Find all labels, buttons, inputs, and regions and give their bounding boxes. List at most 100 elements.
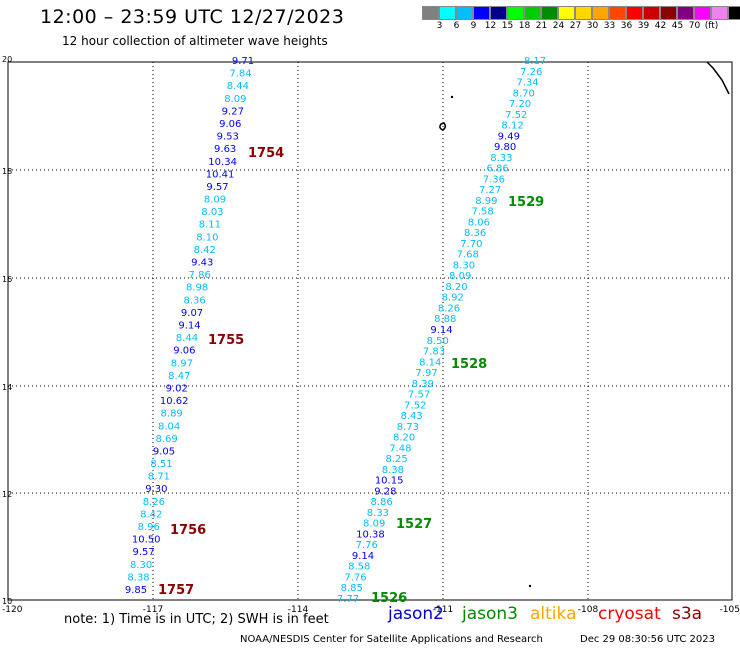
legend-swatch <box>728 6 740 20</box>
latitude-tick-label: 10 <box>2 597 12 606</box>
wave-height-value: 8.98 <box>186 283 208 294</box>
wave-height-value: 7.26 <box>520 67 542 78</box>
wave-height-value: 6.86 <box>486 164 508 175</box>
wave-height-value: 8.43 <box>400 411 422 422</box>
legend-swatch <box>711 6 728 20</box>
wave-height-value: 7.84 <box>229 69 251 80</box>
generated-date: Dec 29 08:30:56 UTC 2023 <box>580 634 715 645</box>
wave-height-value: 8.85 <box>341 583 363 594</box>
wave-height-value: 9.05 <box>153 446 175 457</box>
wave-height-value: 8.89 <box>161 409 183 420</box>
pass-time-label: 1528 <box>451 357 487 372</box>
pass-time-label: 1526 <box>371 591 407 606</box>
legend-swatch <box>490 6 507 20</box>
wave-height-value: 10.41 <box>206 169 235 180</box>
wave-height-value: 9.14 <box>430 325 452 336</box>
wave-height-value: 8.69 <box>155 434 177 445</box>
footer-note: note: 1) Time is in UTC; 2) SWH is in fe… <box>64 612 329 627</box>
wave-height-value: 8.38 <box>127 572 149 583</box>
satellite-name: cryosat <box>598 604 661 624</box>
wave-height-value: 9.06 <box>173 346 195 357</box>
legend-swatch <box>575 6 592 20</box>
wave-height-value: 7.58 <box>472 207 494 218</box>
color-legend <box>422 6 740 20</box>
wave-height-value: 8.20 <box>393 433 415 444</box>
island <box>439 122 447 131</box>
wave-height-value: 8.73 <box>397 422 419 433</box>
wave-height-value: 8.06 <box>468 217 490 228</box>
wave-height-value: 9.28 <box>374 486 396 497</box>
legend-swatch <box>609 6 626 20</box>
legend-label: 42 <box>654 21 667 31</box>
longitude-tick-label: -108 <box>578 605 599 615</box>
legend-label: 36 <box>620 21 633 31</box>
wave-height-value: 7.83 <box>423 347 445 358</box>
wave-height-value: 8.14 <box>419 357 441 368</box>
wave-height-value: 8.44 <box>176 333 198 344</box>
legend-swatch <box>439 6 456 20</box>
satellite-name: jason2 <box>388 604 444 624</box>
satellite-name: altika <box>530 604 577 624</box>
pass-time-label: 1529 <box>508 195 544 210</box>
wave-height-value: 8.12 <box>501 121 523 132</box>
longitude-tick-label: -117 <box>143 605 163 615</box>
wave-height-value: 7.52 <box>505 110 527 121</box>
legend-swatch <box>626 6 643 20</box>
legend-label: 18 <box>518 21 531 31</box>
wave-height-value: 8.09 <box>224 94 246 105</box>
wave-height-value: 8.33 <box>367 508 389 519</box>
wave-height-value: 9.07 <box>181 308 203 319</box>
wave-height-value: 9.57 <box>206 182 228 193</box>
wave-height-value: 7.68 <box>457 250 479 261</box>
wave-height-value: 8.36 <box>464 228 486 239</box>
wave-height-value: 9.27 <box>222 106 244 117</box>
wave-height-value: 7.52 <box>404 400 426 411</box>
legend-label: 24 <box>552 21 565 31</box>
wave-height-value: 8.92 <box>442 293 464 304</box>
wave-height-value: 7.76 <box>356 540 378 551</box>
wave-height-value: 8.86 <box>371 497 393 508</box>
wave-height-value: 8.42 <box>194 245 216 256</box>
wave-height-value: 8.38 <box>382 465 404 476</box>
wave-height-value: 8.71 <box>148 472 170 483</box>
wave-height-value: 8.99 <box>475 196 497 207</box>
legend-swatch <box>660 6 677 20</box>
wave-height-value: 9.80 <box>494 142 516 153</box>
legend-swatch <box>422 6 439 20</box>
wave-height-value: 8.88 <box>434 314 456 325</box>
wave-height-value: 9.85 <box>125 585 147 596</box>
wave-height-value: 9.14 <box>352 551 374 562</box>
wave-height-value: 8.33 <box>490 153 512 164</box>
wave-height-value: 8.70 <box>513 88 535 99</box>
island <box>528 584 532 588</box>
wave-height-value: 7.34 <box>516 78 538 89</box>
legend-label: (ft) <box>704 21 719 31</box>
pass-time-label: 1527 <box>396 517 432 532</box>
longitude-tick-label: -111 <box>433 605 453 615</box>
wave-height-value: 9.02 <box>166 383 188 394</box>
latitude-tick-label: 20 <box>2 55 12 64</box>
wave-height-value: 7.57 <box>408 390 430 401</box>
legend-label: 39 <box>637 21 650 31</box>
wave-height-value: 9.30 <box>145 484 167 495</box>
wave-height-value: 8.44 <box>227 81 249 92</box>
legend-swatch <box>643 6 660 20</box>
latitude-tick-label: 16 <box>2 275 12 284</box>
latitude-tick-label: 14 <box>2 383 12 392</box>
coastline <box>706 61 730 95</box>
wave-height-value: 8.04 <box>158 421 180 432</box>
wave-height-value: 8.11 <box>199 220 221 231</box>
wave-height-value: 7.27 <box>479 185 501 196</box>
pass-time-label: 1754 <box>248 146 284 161</box>
wave-height-value: 8.09 <box>363 519 385 530</box>
map-frame <box>7 61 733 601</box>
wave-height-value: 9.14 <box>178 321 200 332</box>
wave-height-value: 10.62 <box>160 396 189 407</box>
wave-height-value: 9.53 <box>217 132 239 143</box>
legend-label: 45 <box>671 21 684 31</box>
wave-height-value: 7.76 <box>344 572 366 583</box>
longitude-tick-label: -120 <box>2 605 23 615</box>
wave-height-value: 8.09 <box>204 195 226 206</box>
wave-height-value: 8.51 <box>150 459 172 470</box>
